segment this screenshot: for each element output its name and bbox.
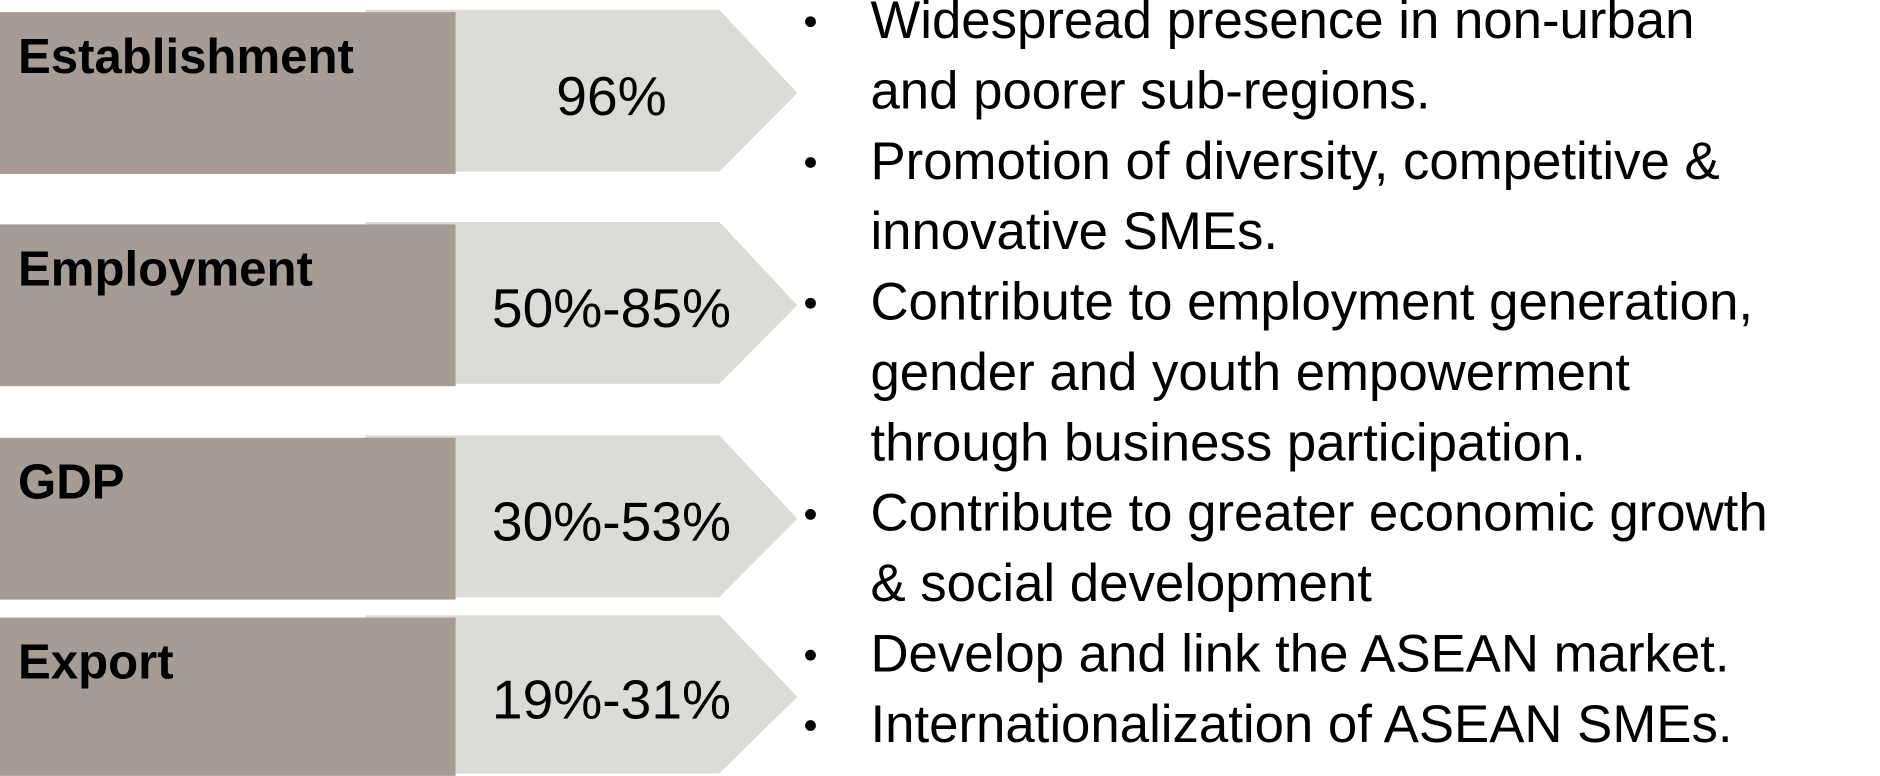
label-box [0, 437, 456, 600]
bullet-text: through business participation. [870, 413, 1586, 472]
bullet-text: gender and youth empowerment [870, 343, 1630, 402]
bullet-text: Develop and link the ASEAN market. [870, 624, 1729, 683]
bullet-text: innovative SMEs. [870, 202, 1278, 261]
bullet-text: Promotion of diversity, competitive & [870, 132, 1719, 191]
row-label: Employment [18, 242, 313, 296]
label-box [0, 12, 456, 174]
bullet-text: Internationalization of ASEAN SMEs. [870, 695, 1732, 754]
row-value: 19%-31% [492, 668, 731, 730]
bullet-text: Widespread presence in non-urban [870, 0, 1694, 50]
bullet-text: and poorer sub-regions. [870, 61, 1430, 120]
row-value: 96% [556, 65, 666, 127]
bullet-dot [805, 649, 816, 661]
bullet-text: & social development [870, 554, 1372, 613]
value-arrow [365, 435, 798, 598]
bullet-dot [805, 720, 816, 731]
value-arrow [365, 615, 798, 774]
bullet-dot [805, 297, 816, 309]
bullet-dot [805, 157, 816, 168]
value-arrow [365, 9, 798, 172]
row-label: GDP [18, 456, 125, 510]
bullet-dot [805, 16, 816, 28]
row-value: 50%-85% [492, 277, 731, 339]
value-arrow [365, 221, 798, 384]
bullet-dot [805, 508, 816, 520]
row-label: Establishment [18, 30, 354, 84]
bullet-text: Contribute to greater economic growth [870, 484, 1767, 543]
label-box [0, 224, 456, 387]
row-label: Export [18, 636, 174, 690]
bullet-text: Contribute to employment generation, [870, 273, 1753, 332]
label-box [0, 617, 456, 776]
row-value: 30%-53% [492, 490, 731, 552]
